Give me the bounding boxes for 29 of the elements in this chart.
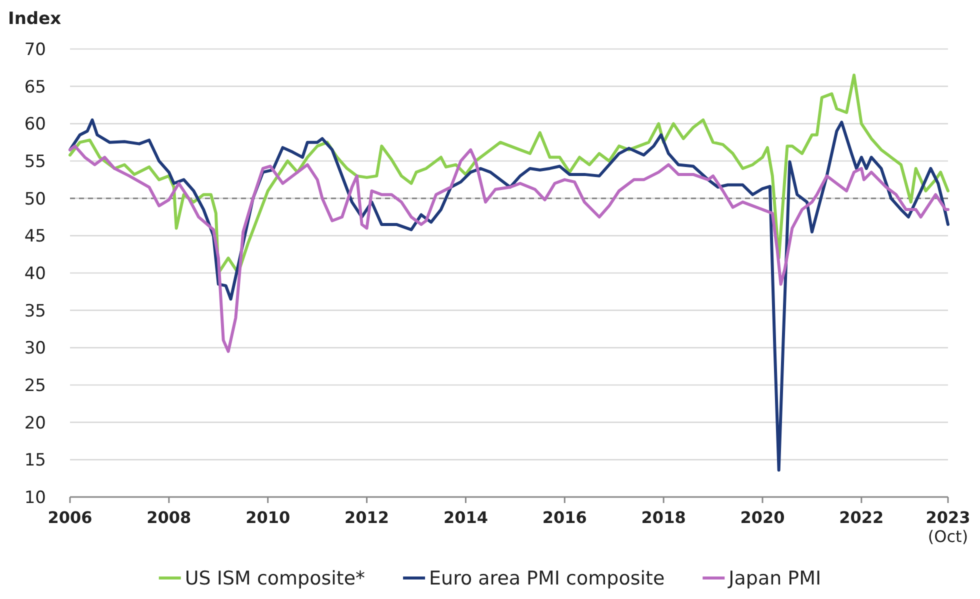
x-tick-label: 2012 <box>344 508 390 527</box>
x-tick-label: 2014 <box>443 508 488 527</box>
y-tick-label: 55 <box>24 152 46 172</box>
y-tick-label: 35 <box>24 301 46 322</box>
legend-label: Euro area PMI composite <box>429 568 665 590</box>
legend-label: Japan PMI <box>728 568 822 590</box>
x-tick-label: 2006 <box>48 508 92 527</box>
x-tick-label: 2010 <box>246 508 290 527</box>
y-tick-label: 20 <box>24 413 46 434</box>
y-axis-title: Index <box>8 9 62 29</box>
x-tick-label: 2023 (Oct) <box>926 508 970 546</box>
x-tick-label: 2022 <box>839 508 884 527</box>
y-tick-label: 10 <box>24 488 46 508</box>
x-tick-label: 2020 <box>740 508 785 527</box>
y-tick-label: 45 <box>24 226 46 247</box>
x-tick-label: 2018 <box>641 508 686 527</box>
y-tick-label: 70 <box>24 40 46 60</box>
y-tick-label: 60 <box>24 114 46 135</box>
y-tick-label: 50 <box>24 189 46 210</box>
y-tick-label: 15 <box>24 450 46 471</box>
y-tick-label: 30 <box>24 338 46 359</box>
line-series <box>68 118 950 472</box>
legend-label: US ISM composite* <box>184 568 366 590</box>
y-tick-label: 40 <box>24 264 46 284</box>
line-series <box>68 144 950 353</box>
x-tick-label: 2008 <box>146 508 192 527</box>
x-tick-label: 2016 <box>542 508 587 527</box>
y-tick-label: 25 <box>24 376 46 396</box>
y-tick-label: 65 <box>24 77 46 98</box>
